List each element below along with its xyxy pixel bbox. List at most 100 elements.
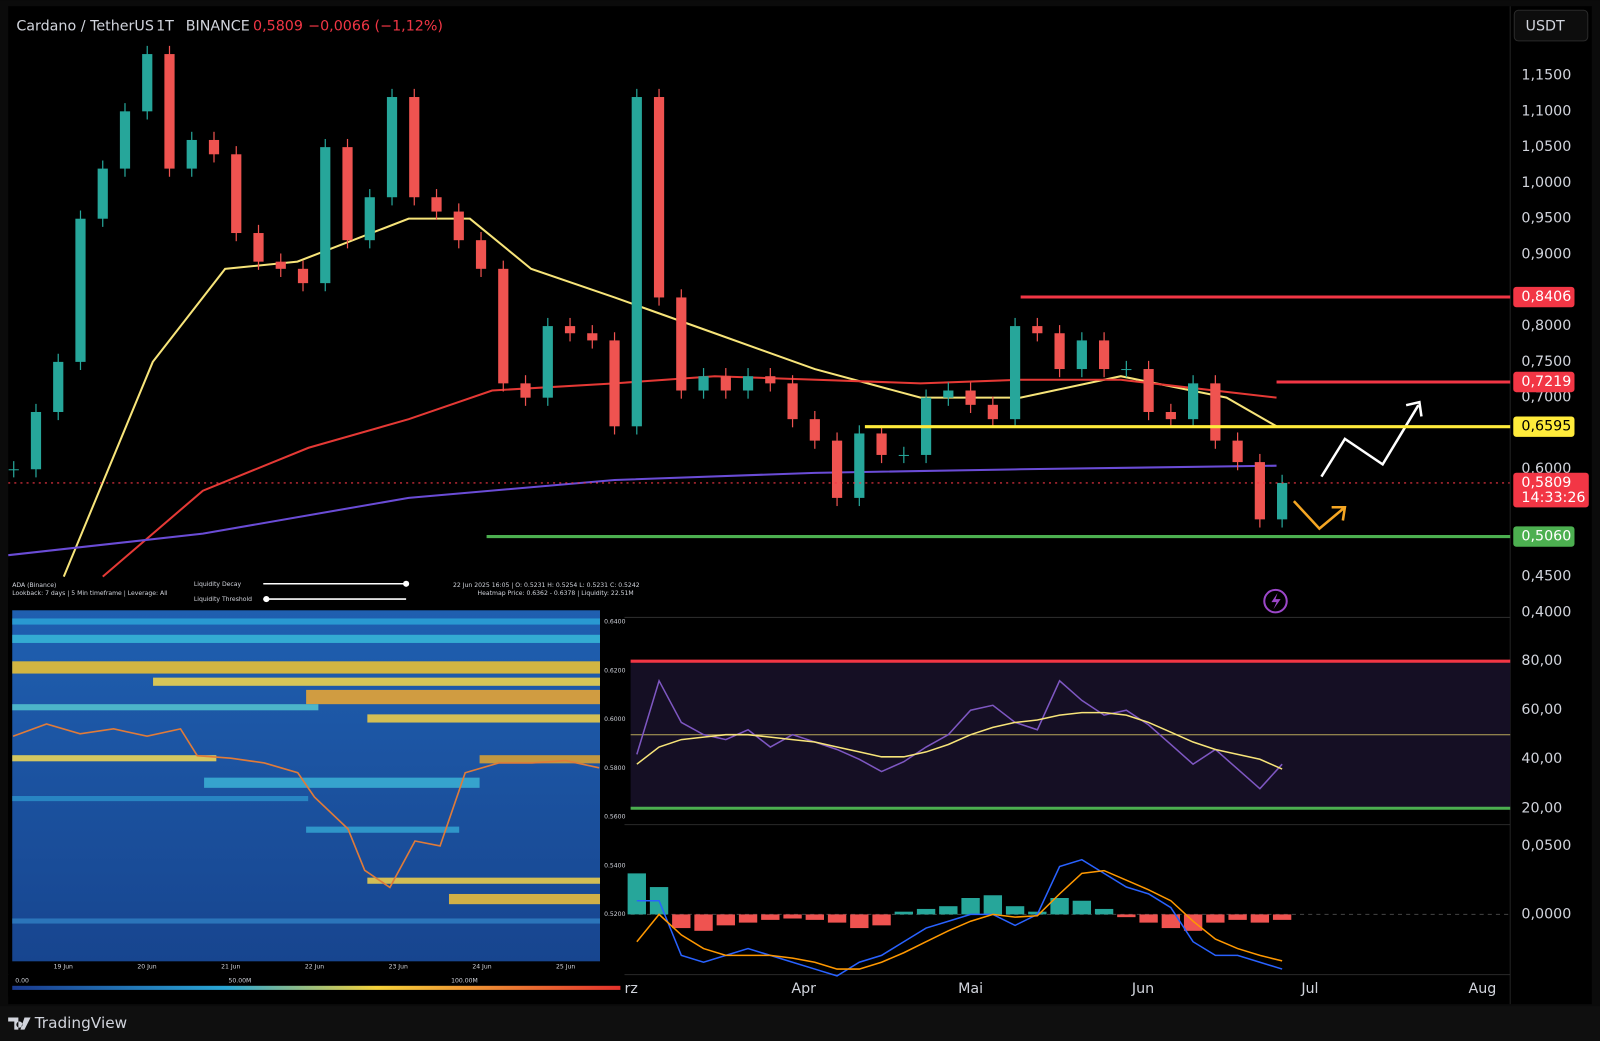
candle — [498, 268, 509, 384]
price-change: −0,0066 (−1,12%) — [308, 19, 443, 35]
arrow-drawing — [1320, 404, 1420, 478]
histogram-bar — [894, 911, 914, 915]
histogram-bar — [1094, 908, 1114, 915]
heatmap-overlay: 0.6400 0.6200 0.6000 0.5800 0.5600 0.5400 0.52… — [8, 577, 640, 997]
price-tick-label: 1,0000 — [1521, 175, 1571, 191]
candle — [453, 211, 464, 241]
candle — [431, 197, 442, 212]
candle — [409, 97, 420, 198]
histogram-bar — [805, 914, 824, 920]
footer — [0, 1006, 1600, 1041]
candle — [1054, 333, 1065, 370]
level-label: 0,5060 — [1521, 529, 1571, 545]
candle — [1254, 462, 1265, 520]
event-icon[interactable] — [1263, 588, 1288, 614]
last-price-tag — [1513, 472, 1589, 508]
logo — [8, 1017, 31, 1030]
candle — [676, 297, 687, 391]
heatmap-x-label: 20 Jun — [137, 963, 156, 970]
price-tick-label: 0,8000 — [1521, 318, 1571, 334]
candle — [297, 268, 309, 284]
decay-label: Liquidity Decay — [194, 581, 242, 588]
time-tick-label: Jun — [1131, 981, 1154, 997]
candle — [186, 139, 197, 169]
histogram-bar — [1272, 914, 1292, 920]
histogram-bar — [738, 914, 758, 923]
exchange: BINANCE — [186, 19, 250, 35]
slider-knob[interactable] — [263, 596, 270, 603]
histogram-bar — [1206, 914, 1225, 923]
candle — [787, 383, 798, 420]
candle — [1188, 383, 1199, 420]
histogram-bar — [872, 914, 891, 926]
candle — [520, 383, 531, 398]
heatmap-x-label: 22 Jun — [305, 963, 324, 970]
candle — [653, 97, 665, 298]
histogram-bar — [916, 908, 936, 915]
candle — [142, 54, 153, 112]
price-tick-label: 0,4000 — [1521, 604, 1571, 620]
heat-bands — [12, 618, 601, 924]
candle — [364, 197, 375, 241]
candle — [231, 154, 242, 234]
candle — [8, 469, 19, 471]
level-tag — [1513, 286, 1575, 308]
histogram-bar — [1183, 914, 1203, 931]
lightning — [1271, 592, 1281, 610]
rsi-line — [636, 678, 1283, 790]
threshold-label: Liquidity Threshold — [194, 596, 252, 603]
candle — [1076, 340, 1087, 370]
price-axis: 1,1500 1,1000 1,0500 1,0000 0,9500 0,9000 0,80… — [1513, 68, 1589, 620]
countdown: 14:33:26 — [1521, 490, 1585, 506]
time-axis: rz Apr Mai Jun Jul Aug — [625, 981, 1497, 997]
time-tick-label: rz — [625, 981, 638, 997]
candle — [987, 404, 998, 420]
candle — [75, 218, 86, 362]
histogram-bar — [961, 897, 980, 915]
candle — [1232, 440, 1243, 463]
arrow-head — [1331, 505, 1347, 521]
arrow-drawing — [1292, 500, 1346, 531]
time-tick-label: Jul — [1300, 981, 1318, 997]
candle — [275, 261, 286, 269]
histogram-bar — [761, 914, 780, 920]
candle — [831, 440, 843, 498]
last-price: 0,5809 — [253, 19, 303, 35]
moving-average — [62, 217, 1278, 578]
histogram-bar — [1228, 914, 1247, 920]
histogram-bar — [716, 914, 735, 926]
currency-button[interactable] — [1513, 9, 1589, 42]
candle — [208, 139, 220, 155]
macd-tick-label: 0,0500 — [1521, 838, 1571, 854]
candle — [53, 361, 64, 412]
histogram-bar — [1250, 914, 1270, 923]
candle — [587, 333, 598, 341]
candle — [631, 97, 642, 427]
moving-average — [8, 464, 1277, 557]
candle — [97, 168, 108, 219]
candle — [609, 340, 620, 427]
currency[interactable]: USDT — [1526, 19, 1565, 35]
slider-knob[interactable] — [403, 580, 410, 587]
time-tick-label: Aug — [1468, 981, 1496, 997]
candle — [965, 390, 976, 405]
heatmap-x-label: 25 Jun — [556, 963, 575, 970]
price-tick-label: 0,7000 — [1521, 390, 1571, 406]
candle — [720, 376, 731, 391]
arrow-head — [1405, 400, 1423, 417]
price-tick-label: 1,1000 — [1521, 103, 1571, 119]
candle — [1032, 326, 1043, 334]
candle — [809, 419, 820, 441]
brand[interactable]: TradingView — [34, 1014, 127, 1032]
heatmap-y-label: 0.6200 — [604, 667, 625, 674]
candle — [564, 326, 576, 334]
heatmap-y-label: 0.5200 — [604, 911, 625, 918]
macd-line — [636, 858, 1283, 977]
histogram-bar — [627, 873, 646, 915]
price-tick-label: 0,9000 — [1521, 247, 1571, 263]
interval[interactable]: 1T — [156, 19, 174, 35]
candle — [698, 376, 709, 391]
candle — [1098, 340, 1110, 370]
